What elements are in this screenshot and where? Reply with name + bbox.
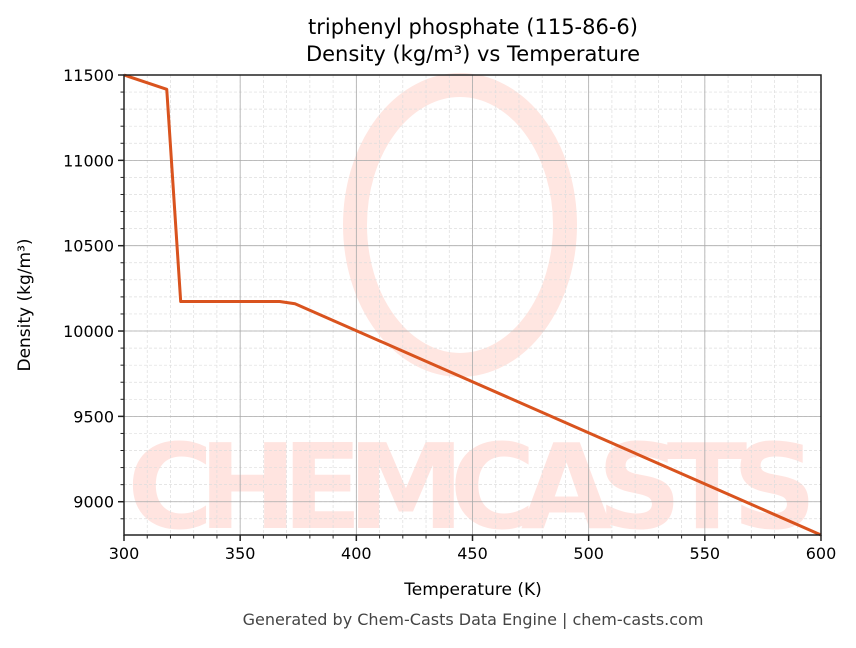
- x-tick-label: 600: [806, 544, 837, 563]
- y-tick-label: 10000: [63, 322, 114, 341]
- y-tick-label: 11500: [63, 66, 114, 85]
- y-tick-label: 9000: [73, 493, 114, 512]
- x-tick-label: 550: [690, 544, 721, 563]
- watermark: CHEMCASTS: [127, 73, 817, 556]
- y-axis-label: Density (kg/m³): [15, 238, 35, 371]
- x-tick-label: 350: [225, 544, 256, 563]
- x-axis-label: Temperature (K): [403, 580, 542, 600]
- y-tick-label: 10500: [63, 237, 114, 256]
- x-tick-label: 300: [109, 544, 140, 563]
- y-tick-label: 11000: [63, 151, 114, 170]
- footer-text: Generated by Chem-Casts Data Engine | ch…: [243, 610, 704, 629]
- y-tick-label: 9500: [73, 407, 114, 426]
- density-line: [123, 73, 822, 537]
- x-tick-label: 400: [341, 544, 372, 563]
- plot-frame: [123, 74, 822, 536]
- chart-title: triphenyl phosphate (115-86-6): [308, 15, 638, 39]
- x-tick-label: 500: [573, 544, 604, 563]
- x-tick-label: 450: [457, 544, 488, 563]
- watermark-text: CHEMCASTS: [127, 418, 817, 556]
- chart-subtitle: Density (kg/m³) vs Temperature: [306, 42, 640, 66]
